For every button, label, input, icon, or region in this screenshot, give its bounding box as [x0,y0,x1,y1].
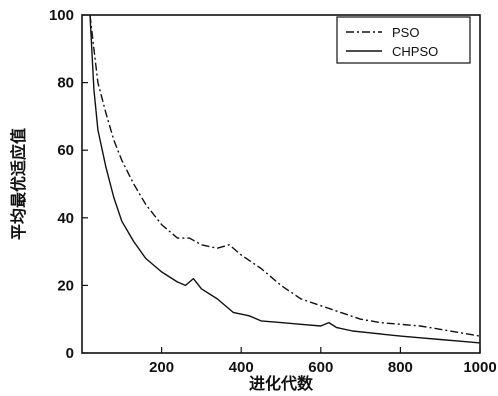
legend-label-pso: PSO [392,25,419,40]
y-tick-label: 100 [49,7,74,24]
x-tick-label: 200 [149,359,174,376]
y-tick-label: 80 [57,75,74,92]
y-tick-label: 40 [57,210,74,227]
series-layer [89,14,481,344]
series-line-pso [89,14,481,337]
y-tick-label: 0 [66,345,74,362]
y-tick-label: 60 [57,142,74,159]
x-axis: 200 400 600 800 1000 [149,347,497,376]
x-tick-label: 400 [229,359,254,376]
y-axis-title: 平均最优适应值 [9,128,28,240]
legend: PSO CHPSO [336,16,471,64]
legend-label-chpso: CHPSO [392,44,438,59]
plot-area-frame [81,14,481,354]
y-tick-label: 20 [57,277,74,294]
x-axis-title: 进化代数 [249,374,314,393]
x-tick-label: 800 [388,359,413,376]
legend-box [336,16,471,64]
x-tick-label: 1000 [463,359,496,376]
x-tick-label: 600 [308,359,333,376]
y-axis: 0 20 40 60 80 100 [49,7,88,362]
series-line-chpso [89,14,481,344]
